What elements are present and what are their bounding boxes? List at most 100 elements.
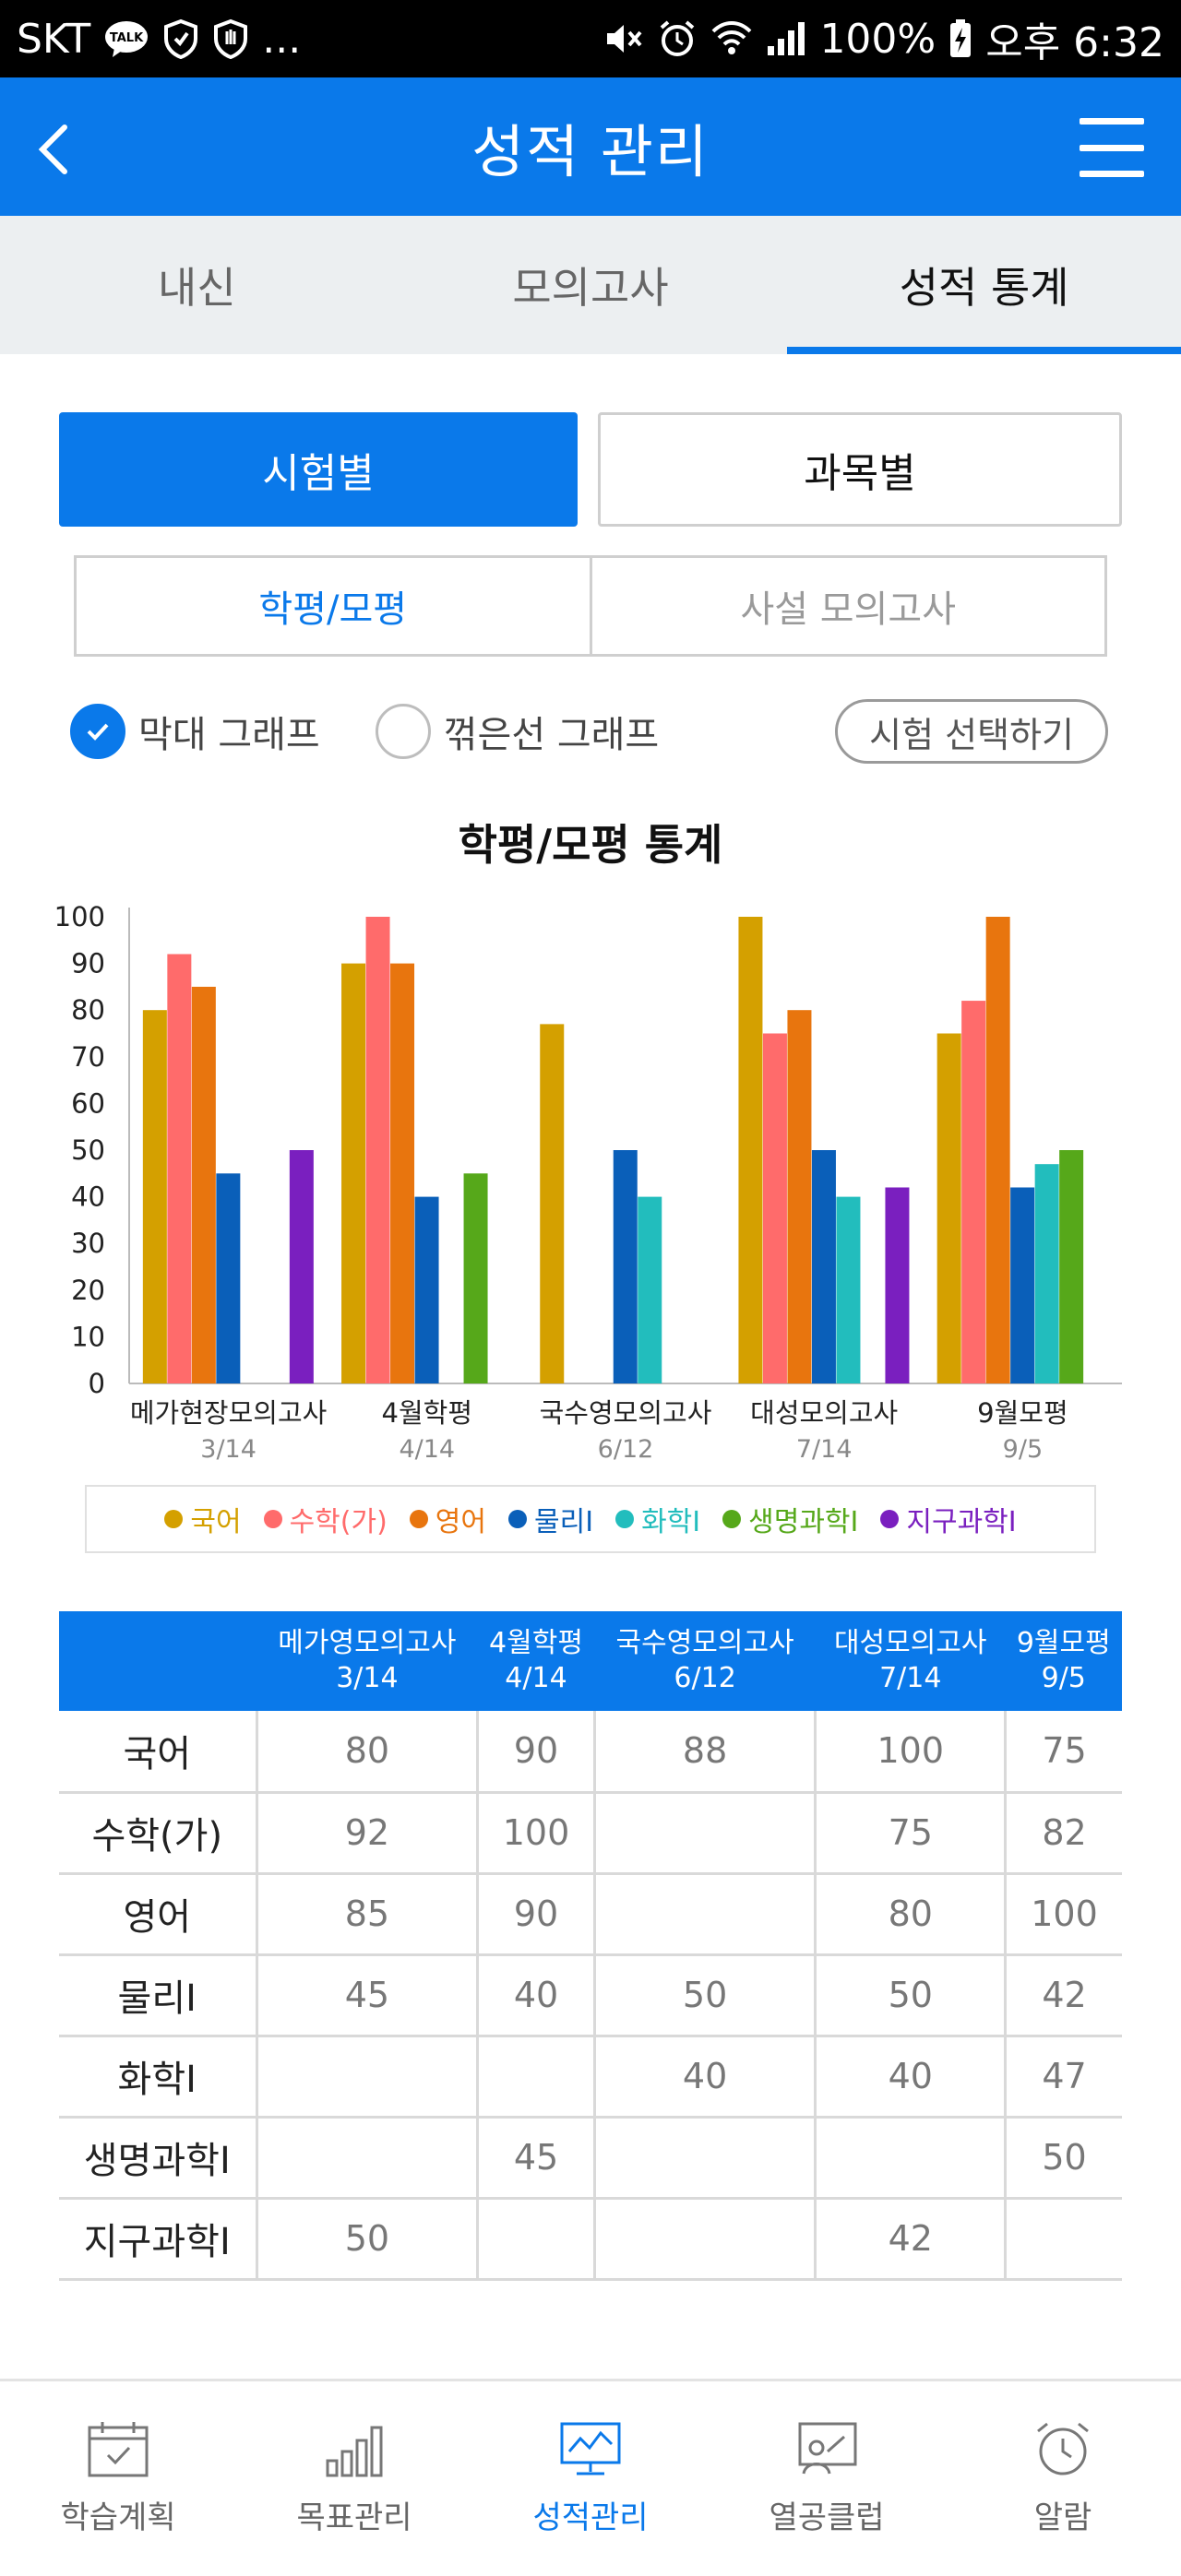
legend-dot-icon — [164, 1510, 184, 1528]
score-cell: 100 — [814, 1711, 1006, 1794]
x-category-label: 국수영모의고사 — [540, 1397, 712, 1429]
bar-5-1 — [936, 1033, 961, 1383]
nav-alarm[interactable]: 알람 — [945, 2381, 1181, 2576]
svg-text:TALK: TALK — [110, 31, 144, 45]
score-cell: 80 — [255, 1711, 478, 1794]
legend-dot-icon — [615, 1510, 635, 1528]
score-cell — [592, 1873, 816, 1956]
by-subject-button[interactable]: 과목별 — [598, 412, 1122, 527]
legend-label: 국어 — [190, 1506, 242, 1538]
score-cell: 92 — [255, 1792, 478, 1875]
select-exam-button[interactable]: 시험 선택하기 — [835, 699, 1108, 764]
score-cell: 80 — [814, 1873, 1006, 1956]
by-exam-button[interactable]: 시험별 — [59, 412, 578, 527]
tab-mock-exam[interactable]: 모의고사 — [512, 263, 669, 313]
nav-goal-management[interactable]: 목표관리 — [236, 2381, 472, 2576]
bar-graph-label: 막대 그래프 — [138, 714, 320, 756]
kakaotalk-icon: TALK — [103, 18, 149, 59]
score-cell: 50 — [592, 1954, 816, 2037]
score-cell: 100 — [1004, 1873, 1122, 1956]
app-bar: 성적 관리 — [0, 77, 1181, 216]
legend-dot-icon — [880, 1510, 900, 1528]
bottom-navigation: 학습계획 목표관리 성적관리 열공클럽 알람 — [0, 2379, 1181, 2576]
checkmark-icon — [70, 704, 125, 759]
score-cell: 45 — [255, 1954, 478, 2037]
shield-icon — [162, 18, 199, 59]
x-category-label: 메가현장모의고사 — [130, 1397, 327, 1429]
table-row: 화학I 40 40 47 — [59, 2036, 1122, 2119]
line-graph-label: 꺾은선 그래프 — [443, 714, 660, 756]
tab-school-grades[interactable]: 내신 — [158, 263, 236, 313]
score-cell: 40 — [814, 2036, 1006, 2119]
y-tick-label: 80 — [71, 994, 105, 1026]
score-cell: 50 — [1004, 2117, 1122, 2200]
line-graph-option[interactable]: 꺾은선 그래프 — [375, 704, 660, 759]
back-button[interactable] — [35, 113, 109, 186]
x-category-date: 9/5 — [1003, 1435, 1043, 1464]
row-subject-label: 생명과학I — [59, 2117, 256, 2200]
score-cell — [814, 2117, 1006, 2200]
tab-bar: 내신 모의고사 성적 통계 — [0, 216, 1181, 354]
bar-2-3 — [390, 963, 415, 1383]
view-toggle: 시험별 과목별 — [59, 412, 1122, 527]
private-mock-button[interactable]: 사설 모의고사 — [589, 558, 1105, 654]
y-tick-label: 20 — [71, 1275, 105, 1306]
table-column-header: 4월학평 4/14 — [477, 1611, 595, 1711]
legend-label: 화학I — [641, 1506, 701, 1538]
chart-legend: 국어 수학(가) 영어 물리I 화학I 생명과학I 지구과학I — [85, 1485, 1096, 1553]
score-cell: 50 — [255, 2198, 478, 2281]
x-category-date: 3/14 — [200, 1435, 256, 1464]
score-cell: 90 — [476, 1873, 595, 1956]
legend-label: 영어 — [435, 1506, 486, 1538]
row-subject-label: 지구과학I — [59, 2198, 256, 2281]
x-category-label: 9월모평 — [977, 1397, 1068, 1429]
score-cell: 82 — [1004, 1792, 1122, 1875]
nav-study-plan[interactable]: 학습계획 — [0, 2381, 236, 2576]
x-category-date: 6/12 — [598, 1435, 654, 1464]
legend-dot-icon — [722, 1510, 742, 1528]
score-cell: 85 — [255, 1873, 478, 1956]
calendar-check-icon — [88, 2422, 149, 2477]
legend-item: 생명과학I — [722, 1499, 858, 1539]
table-header-row: 메가영모의고사 3/14 4월학평 4/14 국수영모의고사 6/12 대성모의고사 7… — [59, 1611, 1122, 1711]
bar-4-2 — [762, 1033, 787, 1383]
tab-grade-statistics[interactable]: 성적 통계 — [787, 216, 1181, 354]
academic-mock-button[interactable]: 학평/모평 — [258, 588, 408, 631]
board-person-icon — [798, 2422, 857, 2475]
more-notifications: ... — [262, 15, 302, 63]
score-cell: 100 — [476, 1792, 595, 1875]
score-cell: 42 — [814, 2198, 1006, 2281]
nav-grade-management[interactable]: 성적관리 — [472, 2381, 709, 2576]
status-bar-right: 100% 오후 6:32 — [603, 9, 1164, 68]
bar-5-2 — [961, 1001, 986, 1383]
monitor-chart-icon — [560, 2422, 621, 2475]
bar-3-4 — [613, 1150, 638, 1383]
status-bar-left: SKT TALK ... — [17, 16, 301, 63]
score-cell — [255, 2036, 478, 2119]
bar-3-5 — [638, 1196, 662, 1383]
bar-graph-option[interactable]: 막대 그래프 — [70, 704, 320, 759]
table-row: 수학(가) 92 100 75 82 — [59, 1792, 1122, 1875]
bar-1-3 — [191, 986, 216, 1383]
hamburger-icon-line — [1080, 118, 1144, 125]
legend-label: 수학(가) — [289, 1506, 388, 1538]
score-cell: 47 — [1004, 2036, 1122, 2119]
table-row: 국어 80 90 88 100 75 — [59, 1711, 1122, 1794]
score-cell — [476, 2198, 595, 2281]
bar-4-4 — [811, 1150, 836, 1383]
bar-4-5 — [836, 1196, 861, 1383]
clock-time: 오후 6:32 — [985, 19, 1164, 66]
chart-title: 학평/모평 통계 — [458, 820, 723, 870]
carrier-label: SKT — [17, 15, 91, 63]
mute-icon — [603, 20, 644, 57]
wifi-icon — [710, 20, 753, 57]
battery-percent: 100% — [819, 15, 936, 63]
nav-study-club[interactable]: 열공클럽 — [709, 2381, 945, 2576]
y-tick-label: 10 — [71, 1321, 105, 1352]
menu-button[interactable] — [1080, 118, 1144, 177]
legend-item: 국어 — [164, 1499, 242, 1539]
row-subject-label: 수학(가) — [59, 1792, 256, 1875]
bar-3-1 — [540, 1024, 565, 1383]
bar-1-7 — [289, 1150, 314, 1383]
